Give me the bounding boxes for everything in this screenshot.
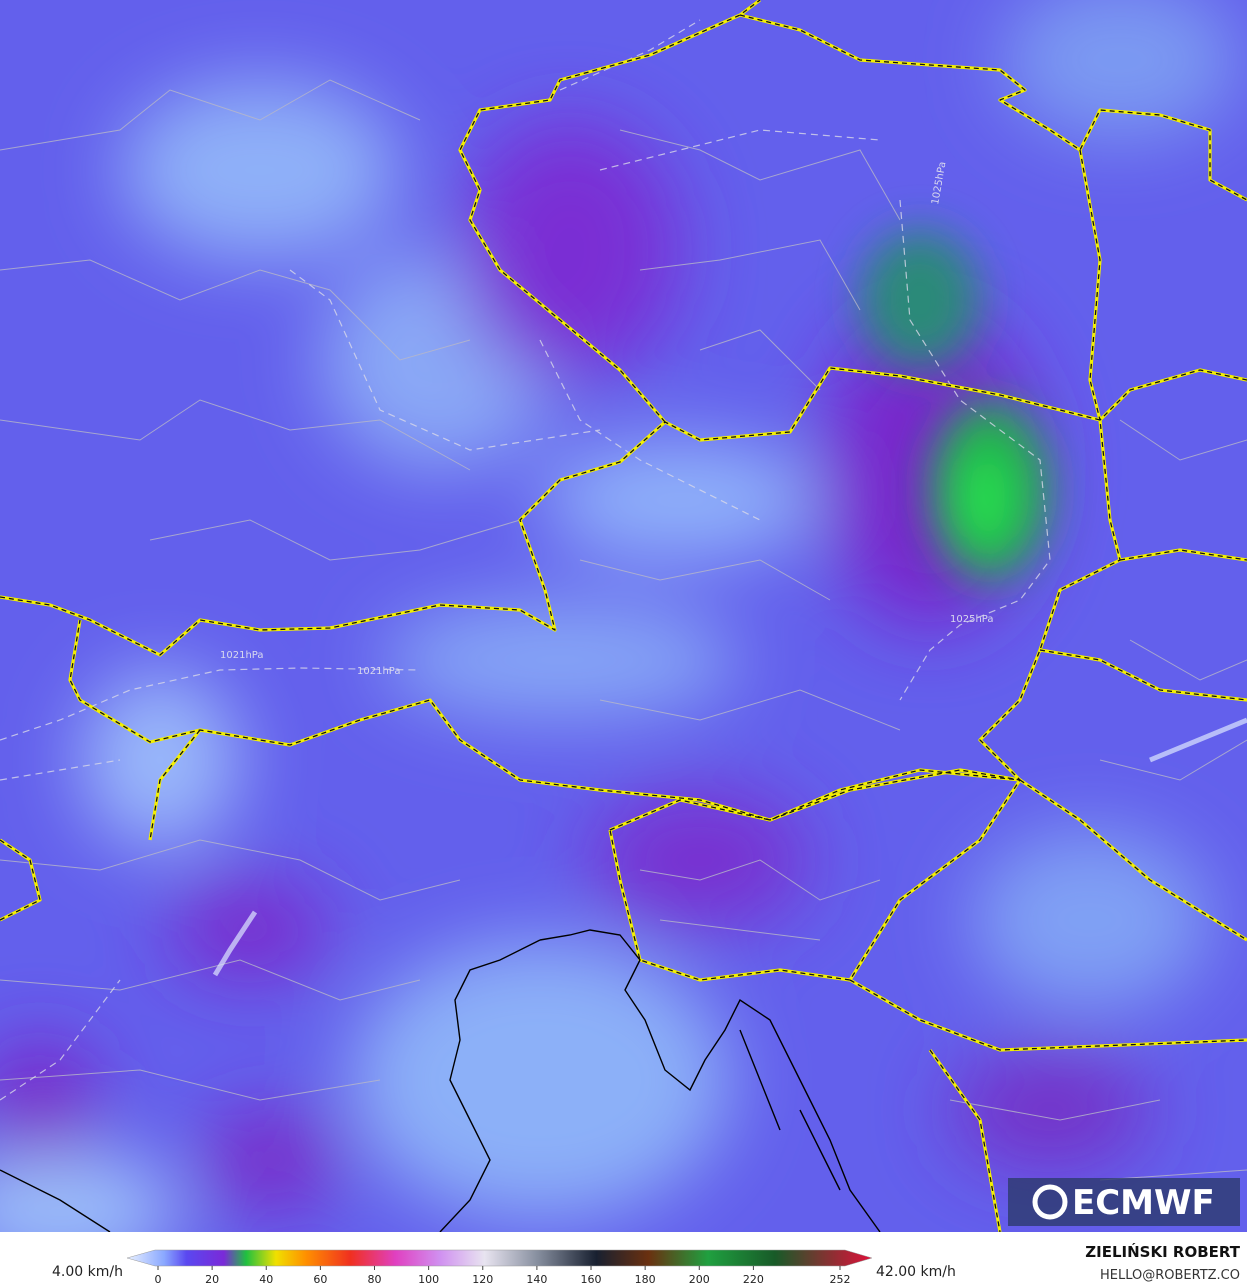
- colorbar-tick-label: 200: [689, 1273, 710, 1286]
- lake: [1149, 717, 1247, 763]
- lake: [212, 910, 258, 977]
- colorbar-tick-label: 180: [635, 1273, 656, 1286]
- credit-author: ZIELIŃSKI ROBERT: [1085, 1242, 1240, 1261]
- colorbar-tick-label: 0: [155, 1273, 162, 1286]
- national-borders: [0, 0, 1247, 1232]
- isobar-label: 1021hPa: [220, 650, 264, 661]
- colorbar-tick-label: 20: [205, 1273, 219, 1286]
- colorbar-tick-label: 80: [368, 1273, 382, 1286]
- colorbar-max-label: 42.00 km/h: [876, 1264, 956, 1280]
- isobars: [0, 19, 1051, 1101]
- colorbar-tick-label: 252: [830, 1273, 851, 1286]
- colorbar: [126, 1249, 873, 1267]
- colorbar-tick-label: 220: [743, 1273, 764, 1286]
- colorbar-ticks: 0 20 40 60 80 100 120 140 160 180 200 220 252: [155, 1266, 851, 1286]
- colorbar-tick-label: 100: [418, 1273, 439, 1286]
- region-lines: [0, 79, 1247, 1181]
- isobar-label: 1021hPa: [357, 666, 401, 677]
- legend: 4.00 km/h 42.00 km/h 0 20 40 60 80 100 120 140 1…: [52, 1242, 1241, 1286]
- colorbar-tick-label: 120: [472, 1273, 493, 1286]
- colorbar-min-label: 4.00 km/h: [52, 1264, 123, 1280]
- colorbar-tick-label: 60: [313, 1273, 327, 1286]
- colorbar-tick-label: 40: [259, 1273, 273, 1286]
- credit-email: HELLO@ROBERTZ.CO: [1100, 1268, 1240, 1283]
- colorbar-tick-label: 140: [526, 1273, 547, 1286]
- coastline: [0, 929, 881, 1232]
- colorbar-tick-label: 160: [581, 1273, 602, 1286]
- logo-text: ECMWF: [1072, 1183, 1215, 1223]
- logo-icon: [1032, 1184, 1068, 1220]
- logo-box: ECMWF: [1008, 1178, 1240, 1226]
- isobar-label: 1025hPa: [950, 614, 994, 625]
